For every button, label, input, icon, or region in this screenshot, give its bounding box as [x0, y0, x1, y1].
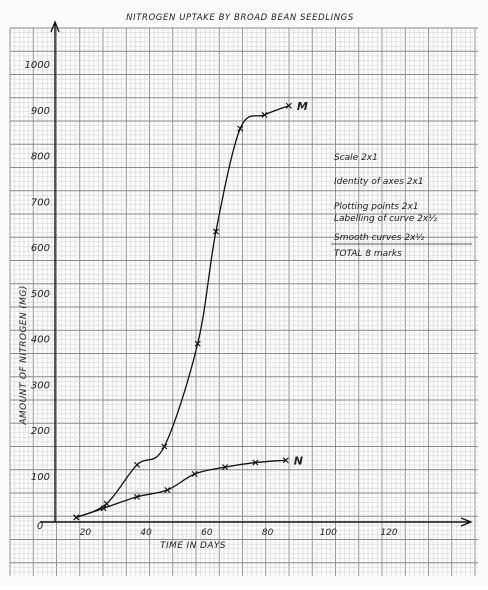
marking-scheme-line: Plotting points 2x1 — [334, 202, 419, 212]
data-point-m — [212, 228, 219, 235]
x-tick-label: 100 — [320, 528, 337, 538]
data-point-n — [252, 459, 259, 466]
marking-scheme: Scale 2x1 Identity of axes 2x1 Plotting … — [331, 153, 472, 259]
marking-scheme-line: Identity of axes 2x1 — [334, 177, 424, 187]
data-point-m — [237, 125, 244, 132]
marking-scheme-line: Smooth curves 2x½ — [334, 233, 424, 243]
x-tick-label: 20 — [80, 528, 92, 538]
y-tick-label: 500 — [31, 289, 50, 300]
data-series: MN — [73, 100, 308, 521]
marking-scheme-line: Labelling of curve 2x½ — [334, 214, 437, 224]
data-point-m — [103, 500, 110, 507]
data-point-mark — [261, 111, 268, 118]
data-point-n — [100, 505, 107, 512]
data-point-m — [134, 461, 140, 468]
x-tick-label: 120 — [380, 528, 397, 538]
chart-title: NITROGEN UPTAKE BY BROAD BEAN SEEDLINGS — [126, 13, 354, 23]
y-axis-arrow — [50, 20, 60, 33]
y-tick-label: 200 — [31, 426, 50, 437]
marking-scheme-line: Scale 2x1 — [334, 153, 378, 163]
data-point-mark — [164, 486, 171, 493]
data-point-n — [164, 486, 171, 493]
data-point-n — [73, 514, 80, 521]
data-point-m — [285, 102, 292, 109]
x-tick-label: 40 — [140, 528, 152, 538]
curve-m — [76, 105, 290, 519]
x-axis-label: TIME IN DAYS — [160, 541, 226, 551]
axes — [40, 20, 473, 527]
data-point-mark — [103, 500, 110, 507]
data-point-m — [194, 340, 201, 347]
data-point-mark — [161, 443, 168, 450]
data-point-mark — [191, 470, 198, 477]
data-point-m — [161, 443, 168, 450]
curve-label-m: M — [297, 100, 308, 113]
y-tick-label: 100 — [31, 472, 50, 483]
data-point-mark — [100, 505, 107, 512]
data-point-mark — [134, 461, 140, 468]
data-point-n — [134, 493, 140, 500]
data-point-mark — [282, 457, 289, 464]
data-point-n — [282, 457, 289, 464]
curve-label-n: N — [294, 454, 303, 467]
x-tick-label: 60 — [201, 528, 213, 538]
data-point-mark — [212, 228, 219, 235]
graph-paper-grid — [9, 27, 478, 576]
data-point-mark — [285, 102, 292, 109]
data-point-m — [261, 111, 268, 118]
data-point-mark — [134, 493, 140, 500]
y-tick-label: 900 — [31, 106, 50, 117]
y-tick-label: 700 — [31, 197, 50, 208]
data-point-n — [222, 464, 229, 471]
data-point-mark — [194, 340, 201, 347]
y-axis-label: AMOUNT OF NITROGEN (MG) — [19, 285, 29, 425]
y-tick-label: 1000 — [25, 60, 50, 71]
marking-scheme-line: TOTAL 8 marks — [334, 249, 402, 259]
x-tick-label: 80 — [262, 528, 274, 538]
y-tick-label: 300 — [31, 380, 50, 391]
data-point-mark — [73, 514, 80, 521]
curve-n — [76, 459, 286, 519]
y-tick-label: 800 — [31, 152, 50, 163]
data-point-mark — [222, 464, 229, 471]
data-point-mark — [252, 459, 259, 466]
data-point-mark — [237, 125, 244, 132]
data-point-n — [191, 470, 198, 477]
y-tick-label: 400 — [31, 335, 50, 346]
origin-label: 0 — [37, 521, 43, 532]
y-tick-label: 600 — [31, 243, 50, 254]
x-axis-arrow — [460, 517, 473, 527]
